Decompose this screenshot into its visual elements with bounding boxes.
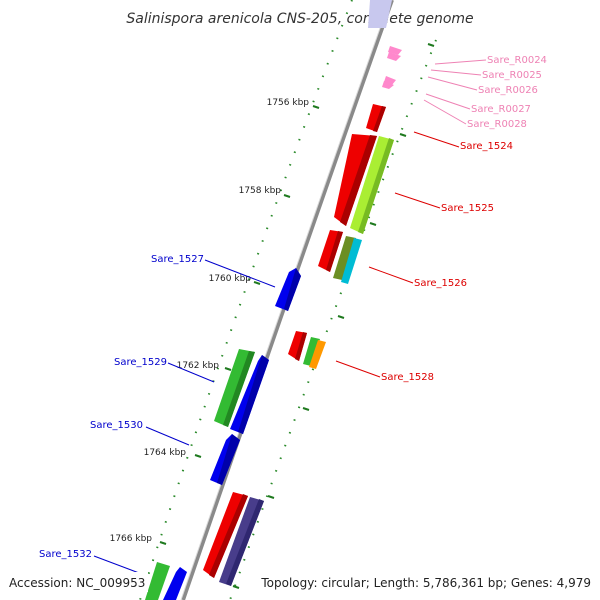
feature-purple-shade (226, 499, 264, 586)
feature-blue-bottom (163, 567, 187, 600)
feature-blue-long-shade (238, 355, 269, 434)
feature-sare-1528 (309, 340, 326, 369)
feature-sare-1526 (341, 238, 362, 284)
gene-label-forward[interactable]: Sare_1526 (414, 278, 467, 289)
feature-red-long-shade (340, 135, 377, 226)
accession-text: Accession: NC_009953 (9, 576, 145, 590)
gene-label-forward[interactable]: Sare_1528 (381, 372, 434, 383)
scale-label: 1766 kbp (110, 534, 153, 544)
feature-sare-1524-shade (373, 106, 386, 132)
gene-label-rna[interactable]: Sare_R0024 (487, 55, 547, 66)
feature-red-mid-shade (326, 231, 343, 272)
feature-green-small (303, 337, 320, 366)
gene-label-reverse[interactable]: Sare_1530 (90, 420, 143, 431)
gene-label-forward[interactable]: Sare_1525 (441, 203, 494, 214)
feature-sare-1532 (145, 562, 170, 600)
scale-label: 1756 kbp (267, 98, 310, 108)
gene-label-reverse[interactable]: Sare_1529 (114, 357, 167, 368)
scale-label: 1758 kbp (239, 186, 282, 196)
gene-label-rna[interactable]: Sare_R0028 (467, 119, 527, 130)
feature-sare-1527-shade (284, 268, 301, 311)
feature-red-small-shade (295, 332, 307, 361)
gene-label-rna[interactable]: Sare_R0027 (471, 104, 531, 115)
feature-lavender (368, 0, 392, 28)
feature-sare-1529-shade (223, 351, 255, 427)
rna-features (382, 46, 402, 89)
footer-backdrop-left (6, 572, 148, 592)
scale-label: 1762 kbp (177, 361, 220, 371)
scale-label: 1764 kbp (144, 448, 187, 458)
gene-label-reverse[interactable]: Sare_1532 (39, 549, 92, 560)
feature-sare-1525-shade (358, 138, 394, 234)
gene-label-forward[interactable]: Sare_1524 (460, 141, 513, 152)
map-title: Salinispora arenicola CNS-205, complete … (126, 11, 473, 27)
gene-label-rna[interactable]: Sare_R0025 (482, 70, 542, 81)
rna-leaders (423, 59, 487, 125)
feature-olive (333, 236, 356, 280)
summary-text: Topology: circular; Length: 5,786,361 bp… (260, 576, 591, 590)
scale-track-outer (229, 39, 437, 600)
outer-ticks (232, 43, 435, 589)
gene-label-reverse[interactable]: Sare_1527 (151, 254, 204, 265)
scale-ticks (159, 105, 320, 545)
scale-label: 1760 kbp (209, 274, 252, 284)
gene-label-rna[interactable]: Sare_R0026 (478, 85, 538, 96)
feature-sare-1530-shade (217, 434, 240, 485)
feature-red-bottom-shade (209, 494, 248, 578)
forward-leaders (335, 131, 460, 378)
footer-backdrop-right (256, 572, 594, 592)
